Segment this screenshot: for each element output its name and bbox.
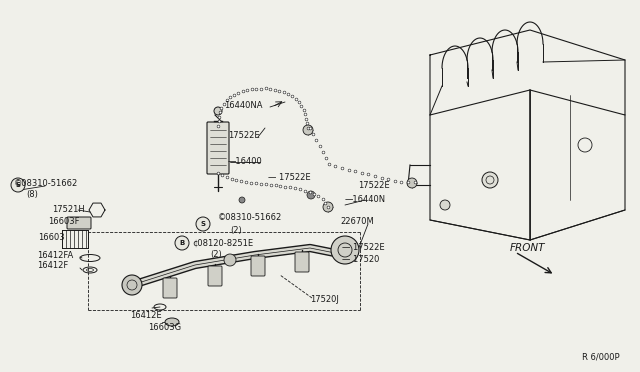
FancyBboxPatch shape bbox=[208, 266, 222, 286]
Text: FRONT: FRONT bbox=[510, 243, 545, 253]
Text: R 6/000P: R 6/000P bbox=[582, 353, 620, 362]
Text: 17522E: 17522E bbox=[228, 131, 260, 140]
Text: 16440NA: 16440NA bbox=[224, 100, 262, 109]
FancyBboxPatch shape bbox=[207, 122, 229, 174]
Text: —16400: —16400 bbox=[228, 157, 263, 167]
Circle shape bbox=[440, 200, 450, 210]
Circle shape bbox=[11, 178, 25, 192]
Circle shape bbox=[239, 197, 245, 203]
Text: ©08310-51662: ©08310-51662 bbox=[14, 179, 78, 187]
Text: 16603: 16603 bbox=[38, 232, 65, 241]
Text: (2): (2) bbox=[210, 250, 221, 260]
Text: S: S bbox=[15, 182, 20, 188]
Circle shape bbox=[224, 254, 236, 266]
Circle shape bbox=[323, 202, 333, 212]
Text: (2): (2) bbox=[230, 225, 242, 234]
Text: 16412E: 16412E bbox=[130, 311, 162, 321]
Circle shape bbox=[407, 178, 417, 188]
Text: 16412FA: 16412FA bbox=[37, 250, 73, 260]
FancyBboxPatch shape bbox=[251, 256, 265, 276]
Text: ¢08120-8251E: ¢08120-8251E bbox=[192, 238, 253, 247]
Circle shape bbox=[303, 125, 313, 135]
Circle shape bbox=[122, 275, 142, 295]
Circle shape bbox=[196, 217, 210, 231]
Text: 16412F: 16412F bbox=[37, 260, 68, 269]
FancyBboxPatch shape bbox=[67, 217, 91, 229]
Circle shape bbox=[482, 172, 498, 188]
Text: (8): (8) bbox=[26, 190, 38, 199]
FancyBboxPatch shape bbox=[163, 278, 177, 298]
Circle shape bbox=[331, 236, 359, 264]
Text: —16440N: —16440N bbox=[345, 196, 386, 205]
Text: 22670M: 22670M bbox=[340, 218, 374, 227]
Text: B: B bbox=[179, 240, 184, 246]
Text: 17522E: 17522E bbox=[358, 180, 390, 189]
Text: — 17520: — 17520 bbox=[342, 256, 380, 264]
Text: — 17522E: — 17522E bbox=[342, 244, 385, 253]
Text: 17521H: 17521H bbox=[52, 205, 84, 214]
Text: S: S bbox=[200, 221, 205, 227]
Text: ©08310-51662: ©08310-51662 bbox=[218, 214, 282, 222]
Text: 16603G: 16603G bbox=[148, 324, 181, 333]
Ellipse shape bbox=[165, 318, 179, 326]
Text: 16603F: 16603F bbox=[48, 217, 79, 225]
Text: — 17522E: — 17522E bbox=[268, 173, 310, 183]
Circle shape bbox=[214, 107, 222, 115]
Text: 17520J: 17520J bbox=[310, 295, 339, 305]
FancyBboxPatch shape bbox=[295, 252, 309, 272]
Circle shape bbox=[175, 236, 189, 250]
Circle shape bbox=[307, 191, 315, 199]
